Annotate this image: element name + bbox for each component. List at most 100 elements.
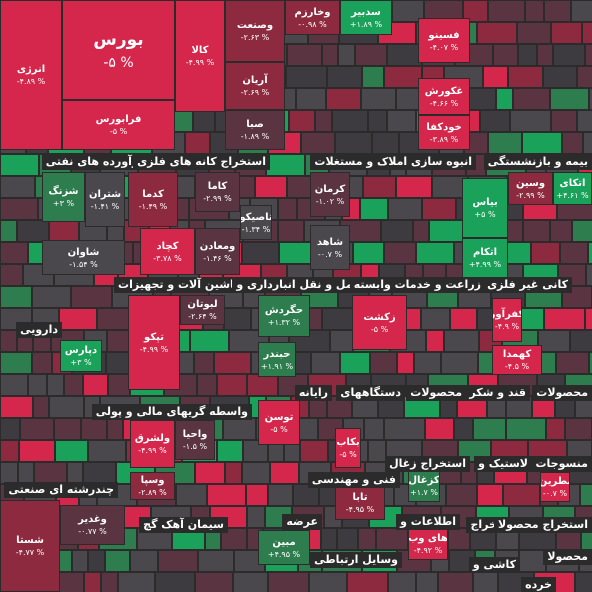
stock-tile: وغدیر -۰.۷۷ % [60,505,125,545]
filler-cell [416,242,454,264]
filler-cell [544,0,571,22]
filler-cell [560,242,588,264]
stock-symbol: وسپا [140,475,165,486]
filler-cell [416,572,438,592]
filler-cell [330,330,353,352]
filler-cell [572,220,592,242]
sector-label: دارویی [16,322,62,338]
filler-cell [278,198,297,220]
filler-cell [286,66,327,88]
stock-tile: لبوتان -۲.۶۴ % [180,295,225,325]
filler-cell [247,506,265,528]
filler-cell [0,220,17,242]
filler-cell [270,462,299,484]
filler-cell [54,418,81,440]
filler-cell [34,462,67,484]
filler-cell [543,66,577,88]
stock-symbol: شتران [88,188,122,200]
filler-cell [296,88,326,110]
stock-tile: اتکای +۴.۶۱ % [553,172,592,205]
stock-symbol: دپارس [64,345,98,356]
filler-cell [525,0,544,22]
sector-label: عرضه [282,514,322,530]
filler-cell [582,22,592,44]
stock-tile: صبا -۱.۸۹ % [225,110,285,150]
filler-cell [480,110,510,132]
filler-cell [101,572,118,592]
stock-tile: بورس -۵ % [62,0,175,100]
stock-tile: فسینو -۴.۰۷ % [418,18,470,63]
filler-cell [551,22,582,44]
stock-symbol: فرابورس [95,114,142,125]
stock-change: -۱.۵ % [182,442,208,451]
stock-tile: کفرآور -۴.۹ % [492,298,522,342]
filler-cell [81,418,107,440]
stock-tile: کچاد -۳.۷۸ % [140,228,195,275]
stock-change: -۴.۹۵ % [345,504,375,514]
filler-cell [493,44,518,66]
filler-cell [586,264,592,286]
filler-cell [550,88,589,110]
stock-tile: تپکو -۴.۹۹ % [128,295,180,390]
stock-tile: کهمدا -۴.۵ % [492,345,542,375]
filler-cell [338,44,355,66]
filler-cell [396,176,432,198]
stock-change: -۵ % [103,55,134,71]
stock-symbol: فسینو [428,29,460,41]
filler-cell [370,352,397,374]
filler-cell [0,440,19,462]
filler-cell [0,418,20,440]
stock-change: +۳ % [70,358,92,367]
sector-label: محصولات [532,385,592,401]
stock-symbol: مبین [272,536,296,548]
filler-cell [518,44,537,66]
filler-cell [0,352,32,374]
stock-symbol: توسن [264,411,294,423]
stock-symbol: اتکای [559,177,586,189]
sector-label: سیمان آهک گچ [139,517,228,533]
filler-cell [83,374,108,396]
stock-tile: وخارزم -۰.۹۸ % [285,0,340,35]
filler-cell [326,88,361,110]
stock-tile: شاهد -۰.۷ % [310,225,350,270]
stock-tile: بیاس +۵ % [462,178,508,238]
stock-change: -۱.۸۹ % [240,132,270,141]
filler-cell [388,198,422,220]
stock-symbol: ومعادن [199,240,236,252]
filler-cell [19,440,55,462]
filler-cell [105,550,130,572]
stock-change: +۴.۹۵ % [267,549,301,559]
filler-cell [446,484,477,506]
filler-cell [362,66,384,88]
filler-cell [207,484,246,506]
filler-cell [300,440,328,462]
filler-cell [347,572,388,592]
stock-change: -۱.۴۹ % [138,201,168,211]
sector-label: محصولا [543,549,592,565]
stock-change: -۱.۰۲ % [315,196,345,206]
stock-change: -۵ % [270,424,288,434]
filler-cell [266,154,305,176]
filler-cell [108,374,130,396]
filler-cell [537,44,553,66]
filler-cell [429,220,464,242]
filler-cell [396,88,419,110]
stock-tile: اتکام +۴.۹۹ % [462,238,508,278]
stock-symbol: خودکفا [426,121,462,133]
stock-symbol: کالا [191,45,209,56]
stock-change: -۰.۷ % [542,489,568,498]
stock-change: -۰.۷ % [317,249,343,259]
filler-cell [0,264,23,286]
stock-change: -۲.۶۹ % [240,88,270,97]
filler-cell [384,242,416,264]
filler-cell [340,352,370,374]
sector-label: فرآورده های نفتی [41,154,150,170]
stock-tile: شتران -۱.۴۱ % [85,172,125,227]
filler-cell [517,22,551,44]
stock-symbol: ولشرق [134,433,171,444]
filler-cell [361,88,396,110]
stock-change: +۴.۶۱ % [556,190,589,200]
filler-cell [510,110,551,132]
filler-cell [589,88,592,110]
sector-label: رایانه [294,385,332,401]
